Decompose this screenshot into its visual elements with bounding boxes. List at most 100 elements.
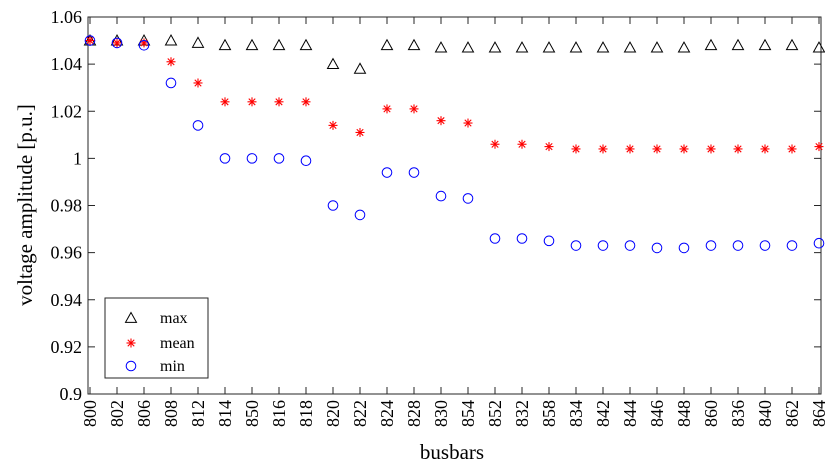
- data-point: [218, 38, 232, 51]
- data-point: [301, 97, 311, 107]
- y-tick-label: 0.96: [51, 243, 83, 263]
- data-point: [409, 104, 419, 114]
- x-tick-label: 846: [647, 400, 667, 427]
- data-point: [786, 240, 798, 251]
- data-point: [650, 41, 664, 53]
- data-point: [461, 41, 475, 53]
- data-point: [596, 41, 610, 53]
- x-axis-label: busbars: [420, 440, 484, 464]
- y-axis: 0.9 0.92 0.94 0.96 0.98 1 1.02 1.04 1.06: [51, 7, 821, 404]
- data-point: [758, 38, 772, 51]
- x-tick-label: 816: [269, 400, 289, 427]
- y-tick-label: 1.04: [51, 54, 83, 74]
- data-point: [543, 235, 555, 247]
- x-tick-label: 836: [728, 400, 748, 427]
- y-tick-label: 0.92: [51, 337, 83, 357]
- data-markers: [83, 34, 825, 254]
- data-point: [517, 139, 527, 149]
- data-point: [434, 41, 448, 53]
- data-point: [624, 240, 636, 251]
- y-tick-label: 0.9: [60, 384, 83, 404]
- data-point: [111, 37, 123, 49]
- data-point: [84, 35, 96, 46]
- x-tick-label: 864: [809, 400, 825, 427]
- data-point: [570, 240, 582, 251]
- x-axis: 800 802 806 808 812 814 850 816 818 820 822 824 828 8…: [80, 17, 825, 427]
- data-point: [353, 62, 367, 74]
- data-point: [407, 38, 421, 51]
- legend-marker-min: [125, 360, 137, 372]
- data-point: [245, 38, 259, 51]
- data-point: [706, 144, 716, 154]
- x-tick-label: 854: [458, 400, 478, 427]
- data-point: [328, 120, 338, 130]
- data-point: [463, 118, 473, 128]
- data-point: [679, 144, 689, 154]
- x-tick-label: 828: [404, 400, 424, 427]
- data-point: [733, 144, 743, 154]
- data-point: [139, 38, 149, 48]
- data-point: [381, 167, 393, 178]
- data-point: [246, 153, 258, 164]
- y-tick-label: 0.94: [51, 290, 83, 310]
- data-point: [516, 233, 528, 244]
- data-point: [598, 144, 608, 154]
- data-point: [651, 242, 663, 254]
- x-tick-label: 800: [80, 400, 100, 427]
- data-point: [489, 233, 501, 244]
- data-point: [192, 120, 204, 131]
- data-point: [299, 38, 313, 51]
- legend-label-max: max: [160, 310, 188, 327]
- data-point: [191, 36, 205, 48]
- data-point: [436, 116, 446, 126]
- data-point: [814, 142, 824, 152]
- y-tick-label: 0.98: [51, 196, 83, 216]
- data-point: [273, 153, 285, 164]
- x-tick-label: 840: [755, 400, 775, 427]
- data-point: [300, 155, 312, 167]
- data-point: [85, 36, 95, 46]
- x-tick-label: 814: [215, 400, 235, 427]
- x-tick-label: 848: [674, 400, 694, 427]
- data-point: [408, 167, 420, 178]
- data-point: [488, 41, 502, 53]
- legend-box: [104, 297, 209, 379]
- data-point: [462, 193, 474, 204]
- x-tick-label: 806: [134, 400, 154, 427]
- series-min: [84, 35, 825, 254]
- data-point: [760, 144, 770, 154]
- x-tick-label: 850: [242, 400, 262, 427]
- x-tick-label: 862: [782, 400, 802, 427]
- data-point: [165, 77, 177, 89]
- x-tick-label: 858: [539, 400, 559, 427]
- data-point: [193, 78, 203, 88]
- data-point: [597, 240, 609, 251]
- x-tick-label: 860: [701, 400, 721, 427]
- data-point: [652, 144, 662, 154]
- legend-label-mean: mean: [160, 335, 195, 352]
- x-tick-label: 812: [188, 400, 208, 427]
- legend-label-min: min: [160, 358, 185, 375]
- x-tick-label: 842: [593, 400, 613, 427]
- legend-marker-mean: [126, 338, 136, 348]
- data-point: [813, 237, 825, 249]
- x-tick-label: 822: [350, 400, 370, 427]
- data-point: [731, 38, 745, 51]
- data-point: [355, 127, 365, 137]
- plot-area: [87, 16, 822, 395]
- data-point: [544, 142, 554, 152]
- x-tick-label: 852: [485, 400, 505, 427]
- data-point: [787, 144, 797, 154]
- data-point: [812, 41, 825, 53]
- data-point: [705, 240, 717, 251]
- y-axis-label: voltage amplitude [p.u.]: [13, 104, 37, 306]
- data-point: [138, 39, 150, 51]
- x-tick-label: 820: [323, 400, 343, 427]
- data-point: [542, 41, 556, 53]
- x-tick-label: 830: [431, 400, 451, 427]
- x-tick-label: 818: [296, 400, 316, 427]
- data-point: [274, 97, 284, 107]
- legend-marker-max: [124, 311, 138, 323]
- y-tick-label: 1: [73, 148, 82, 168]
